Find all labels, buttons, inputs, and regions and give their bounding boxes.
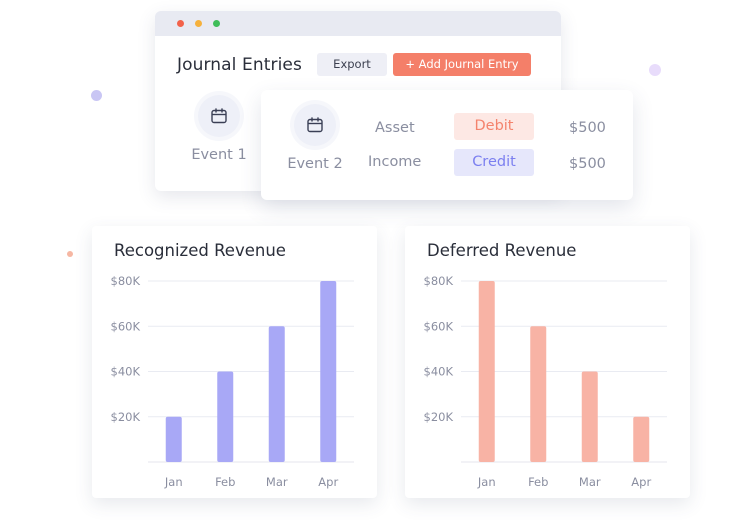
- x-tick-label: Apr: [631, 475, 651, 489]
- bar-apr[interactable]: [320, 281, 337, 462]
- entry-amount: $500: [569, 156, 606, 172]
- bar-feb[interactable]: [217, 371, 234, 463]
- event-2-item[interactable]: Event 2: [285, 104, 345, 172]
- x-tick-label: Apr: [318, 475, 338, 489]
- entry-account: Asset: [375, 120, 415, 136]
- recognized-revenue-card: Recognized Revenue $20K $40K $60K $80K Jan Fe…: [92, 226, 377, 498]
- x-tick-label: Feb: [528, 475, 548, 489]
- event-1-item[interactable]: Event 1: [191, 95, 247, 163]
- x-tick-label: Jan: [477, 475, 496, 489]
- y-tick-label: $80K: [111, 274, 141, 288]
- deferred-revenue-card: Deferred Revenue $20K $40K $60K $80K Jan Feb M…: [405, 226, 690, 498]
- debit-badge: Debit: [454, 113, 534, 140]
- bar-apr[interactable]: [633, 416, 650, 462]
- maximize-window-button[interactable]: [213, 20, 220, 27]
- bar-jan[interactable]: [478, 281, 495, 462]
- entry-amount: $500: [569, 120, 606, 136]
- bar-feb[interactable]: [530, 326, 547, 462]
- x-tick-label: Mar: [266, 475, 288, 489]
- page-title: Journal Entries: [177, 55, 302, 75]
- decorative-dot: [91, 90, 102, 101]
- chart-title: Deferred Revenue: [427, 241, 577, 260]
- y-tick-label: $60K: [424, 319, 454, 333]
- entry-account: Income: [368, 154, 422, 170]
- bar-mar[interactable]: [268, 326, 285, 462]
- y-tick-label: $40K: [424, 365, 454, 379]
- chart-title: Recognized Revenue: [114, 241, 286, 260]
- window-title-bar: [155, 11, 561, 36]
- y-tick-label: $20K: [424, 410, 454, 424]
- export-button[interactable]: Export: [317, 53, 387, 76]
- event-2-label: Event 2: [287, 156, 343, 172]
- add-journal-entry-button[interactable]: + Add Journal Entry: [393, 53, 531, 76]
- deferred-revenue-chart: $20K $40K $60K $80K Jan Feb Mar Apr: [424, 274, 667, 489]
- calendar-icon: [294, 104, 336, 146]
- x-tick-label: Feb: [215, 475, 235, 489]
- minimize-window-button[interactable]: [195, 20, 202, 27]
- x-tick-label: Mar: [579, 475, 601, 489]
- close-window-button[interactable]: [177, 20, 184, 27]
- decorative-dot: [649, 64, 661, 76]
- y-tick-label: $40K: [111, 365, 141, 379]
- bar-jan[interactable]: [165, 416, 182, 462]
- bar-mar[interactable]: [581, 371, 598, 463]
- calendar-icon: [198, 95, 240, 137]
- x-tick-label: Jan: [164, 475, 183, 489]
- y-tick-label: $80K: [424, 274, 454, 288]
- y-tick-label: $60K: [111, 319, 141, 333]
- recognized-revenue-chart: $20K $40K $60K $80K Jan Feb Mar Apr: [111, 274, 354, 489]
- decorative-dot: [67, 251, 73, 257]
- y-tick-label: $20K: [111, 410, 141, 424]
- credit-badge: Credit: [454, 149, 534, 176]
- event-1-label: Event 1: [191, 147, 247, 163]
- journal-entry-card: Event 2 Asset Debit $500 Income Credit $…: [261, 90, 633, 200]
